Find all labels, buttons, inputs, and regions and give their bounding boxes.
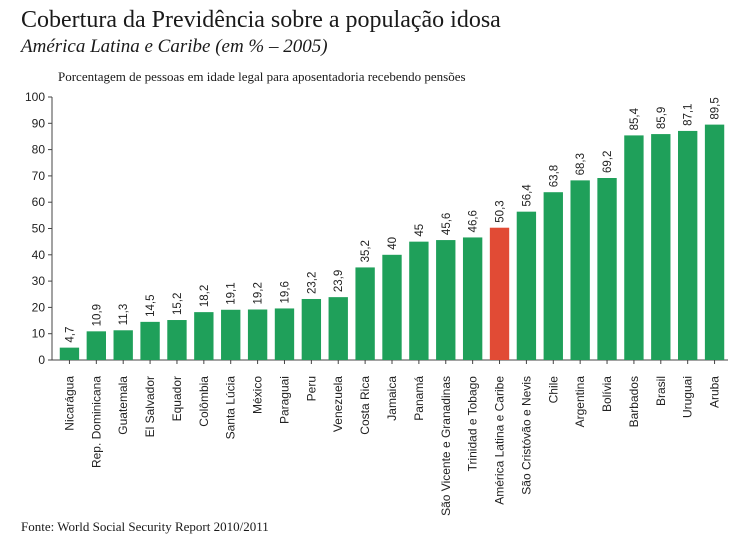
bar [86,331,106,360]
data-label: 46,6 [468,210,480,232]
data-label: 11,3 [118,304,130,326]
category-label: Guatemala [116,376,130,435]
category-label: Panamá [412,376,426,421]
category-label: Jamaica [385,376,399,421]
category-label: Peru [304,376,318,401]
data-label: 56,4 [521,184,533,207]
data-label: 19,2 [253,282,265,304]
y-tick-label: 0 [38,353,45,367]
y-tick-label: 20 [32,300,46,314]
data-label: 68,3 [575,153,587,175]
chart-title: Cobertura da Previdência sobre a populaç… [21,7,501,33]
data-label: 14,5 [145,294,157,316]
y-tick-label: 10 [32,327,46,341]
data-label: 18,2 [199,285,211,307]
data-label: 50,3 [495,200,507,222]
bar [597,178,617,360]
y-tick-label: 70 [32,169,46,183]
bar [301,298,322,360]
y-tick-label: 90 [32,116,46,130]
category-label: América Latina e Caribe [493,376,507,505]
data-label: 35,2 [360,240,372,262]
data-label: 15,2 [172,293,184,315]
category-label: Equador [170,376,184,421]
category-label: São Vicente e Granadinas [439,376,453,516]
data-label: 89,5 [710,97,722,119]
bar [678,130,698,360]
category-label: Rep. Dominicana [89,376,103,468]
bar [328,297,348,360]
bar [382,254,402,360]
bar [59,347,80,360]
data-label: 19,1 [226,282,238,304]
category-label: Bolívia [600,376,614,412]
data-label: 85,4 [629,107,641,130]
category-label: Aruba [708,376,722,408]
bar [167,320,187,360]
category-label: El Salvador [143,376,157,437]
category-label: Trinidad e Tobago [466,376,480,472]
category-label: Venezuela [331,376,345,432]
category-label: Nicarágua [62,376,76,431]
chart-subtitle: América Latina e Caribe (em % – 2005) [21,36,328,57]
data-label: 19,6 [279,281,291,303]
bar [704,124,725,361]
data-label: 23,2 [306,272,318,294]
category-label: Chile [546,376,560,404]
bar [194,312,214,360]
category-label: Paraguai [277,376,291,424]
y-tick-label: 40 [32,248,46,262]
data-label: 69,2 [602,151,614,173]
data-label: 85,9 [656,107,668,129]
y-tick-label: 80 [32,143,46,157]
data-label: 45 [414,224,426,237]
data-label: 63,8 [548,165,560,187]
bar [355,267,375,360]
data-label: 23,9 [333,270,345,292]
bar-highlight [489,227,510,360]
y-tick-label: 50 [32,222,46,236]
bar [462,237,483,360]
data-label: 4,7 [64,327,76,343]
y-tick-label: 30 [32,274,46,288]
bar [409,241,429,360]
bar [113,330,133,360]
bar [274,308,295,360]
bar [570,180,590,360]
category-label: Barbados [627,376,641,427]
bar [624,135,644,360]
data-label: 45,6 [441,213,453,235]
data-label: 87,1 [683,104,695,126]
bar [543,192,563,360]
category-label: Costa Rica [358,376,372,435]
y-tick-label: 100 [25,90,45,104]
category-label: México [251,376,265,414]
bar [436,240,456,360]
bar [140,321,160,360]
source-note: Fonte: World Social Security Report 2010… [21,519,269,534]
category-label: Santa Lúcia [224,376,238,440]
data-label: 10,9 [91,304,103,326]
category-label: Brasil [654,376,668,406]
data-label: 40 [387,237,399,250]
category-label: Uruguai [681,376,695,418]
y-axis-label: Porcentagem de pessoas em idade legal pa… [58,69,466,84]
category-label: Colômbia [197,376,211,427]
category-label: São Cristóvão e Nevis [519,376,533,495]
bar [247,309,268,360]
bar [516,211,537,360]
bar [651,134,671,360]
bar [221,309,241,360]
y-tick-label: 60 [32,195,46,209]
category-label: Argentina [573,376,587,428]
